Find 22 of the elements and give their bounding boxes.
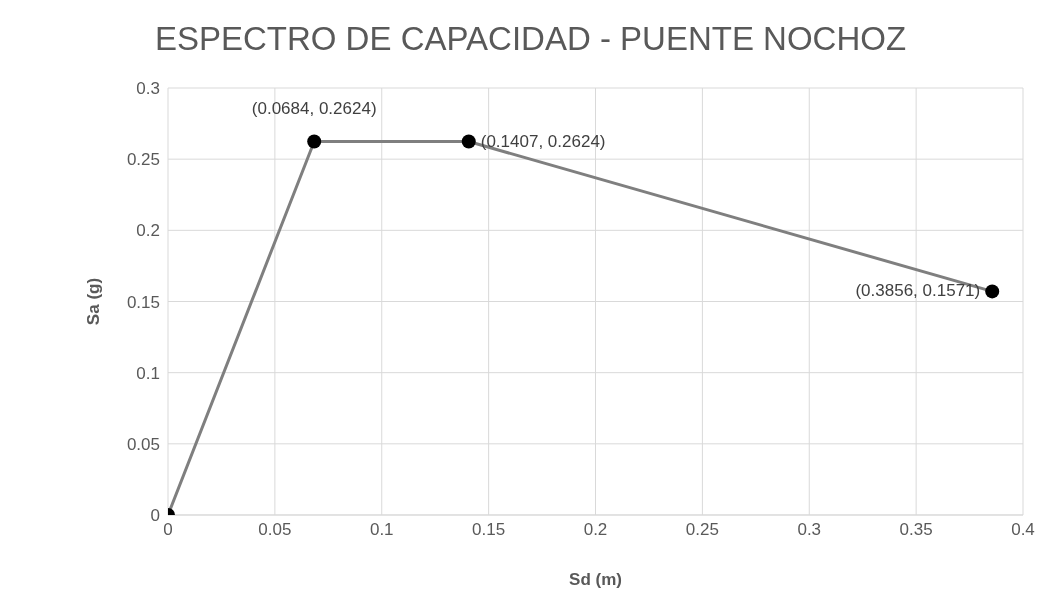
y-tick-label: 0.05: [126, 434, 160, 454]
x-tick-label: 0.4: [1011, 520, 1035, 540]
y-tick-label: 0.2: [136, 221, 160, 241]
y-tick-label: 0.25: [126, 150, 160, 170]
y-tick-label: 0.15: [126, 292, 160, 312]
x-tick-label: 0.3: [797, 520, 822, 540]
x-tick-label: 0.2: [583, 520, 608, 540]
data-label: (0.3856, 0.1571): [855, 281, 981, 301]
y-tick-label: 0.3: [136, 79, 160, 99]
data-label: (0.0684, 0.2624): [251, 98, 377, 118]
chart-title: ESPECTRO DE CAPACIDAD - PUENTE NOCHOZ: [153, 20, 908, 58]
x-tick-label: 0.35: [899, 520, 933, 540]
y-tick-label: 0.1: [136, 363, 160, 383]
y-tick-label: 0: [150, 506, 160, 526]
x-axis-title: Sd (m): [569, 570, 622, 589]
data-label: (0.1407, 0.2624): [480, 131, 606, 151]
y-axis-title: Sa (g): [84, 277, 104, 326]
x-tick-label: 0.1: [369, 520, 394, 540]
x-tick-label: 0: [163, 520, 173, 540]
x-tick-label: 0.25: [685, 520, 719, 540]
x-tick-label: 0.05: [258, 520, 292, 540]
x-tick-label: 0.15: [472, 520, 506, 540]
